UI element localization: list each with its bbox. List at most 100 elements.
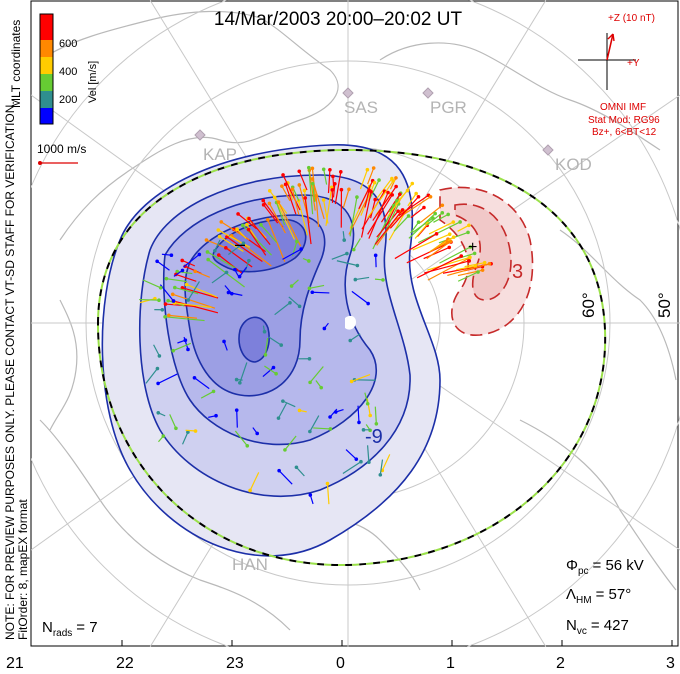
velocity-vector-origin — [322, 326, 327, 331]
velocity-vector — [313, 427, 331, 430]
velocity-vector-origin — [306, 165, 311, 170]
velocity-vector-origin — [173, 285, 177, 290]
mlt-tick-21: 21 — [6, 655, 24, 672]
velocity-vector-origin — [281, 399, 285, 403]
velocity-vector — [376, 210, 399, 238]
velocity-vector — [342, 189, 350, 208]
velocity-vector — [323, 169, 328, 185]
velocity-vector — [236, 228, 247, 239]
velocity-vector — [374, 406, 377, 424]
velocity-vector — [336, 260, 358, 267]
mlt-tick-23: 23 — [226, 655, 244, 672]
velocity-vector-origin — [262, 329, 267, 334]
velocity-vector-origin — [248, 488, 252, 493]
velocity-vector — [218, 254, 243, 274]
velocity-vector — [244, 260, 250, 272]
velocity-vector-origin — [374, 422, 379, 426]
hm-boundary — [96, 148, 607, 567]
velocity-vector — [331, 253, 348, 260]
velocity-vector — [457, 224, 470, 232]
velocity-vector-origin — [160, 307, 165, 312]
velocity-vector-origin — [365, 167, 370, 172]
velocity-vector — [308, 167, 314, 215]
velocity-vector-origin — [308, 493, 313, 497]
velocity-vector-origin — [247, 216, 251, 221]
velocity-vector-origin — [381, 278, 385, 282]
velocity-vector — [407, 193, 417, 207]
velocity-vector — [211, 271, 227, 284]
velocity-vector — [367, 194, 393, 235]
velocity-vector-origin — [414, 191, 418, 196]
velocity-vector-origin — [428, 195, 433, 199]
velocity-vector — [364, 189, 370, 208]
velocity-vector-origin — [289, 284, 294, 288]
velocity-vector — [264, 365, 277, 375]
velocity-vector-origin — [237, 274, 242, 279]
velocity-vector — [408, 213, 436, 239]
velocity-vector — [427, 257, 470, 281]
velocity-vector-origin — [487, 261, 492, 266]
velocity-vector — [274, 302, 291, 316]
velocity-vector — [182, 287, 219, 299]
velocity-vector-origin — [351, 247, 356, 252]
velocity-vector — [274, 197, 296, 240]
velocity-vector-origin — [288, 300, 292, 305]
velocity-vector-origin — [206, 257, 210, 262]
velocity-vector — [315, 195, 320, 228]
velocity-vector-origin — [447, 232, 452, 237]
velocity-vector-origin — [259, 223, 263, 227]
velocity-vector-origin — [410, 181, 415, 186]
velocity-vector — [416, 224, 428, 237]
velocity-vector-origin — [466, 230, 470, 235]
velocity-vector-origin — [193, 269, 197, 274]
velocity-vector-origin — [353, 277, 358, 282]
velocity-vector — [367, 167, 375, 185]
velocity-vector-origin — [219, 220, 224, 224]
velocity-vector — [282, 174, 301, 211]
velocity-vector-origin — [217, 234, 222, 239]
velocity-vector-origin — [386, 190, 390, 195]
mlt-tick-0: 0 — [336, 655, 345, 672]
velocity-vector-origin — [267, 189, 272, 193]
velocity-vector-origin — [211, 389, 216, 394]
station-label-kap: KAP — [203, 145, 237, 164]
velocity-vector-origin — [155, 259, 159, 264]
velocity-vector — [172, 342, 192, 352]
velocity-vector — [219, 236, 244, 253]
velocity-vector-origin — [186, 298, 190, 302]
velocity-vector-origin — [238, 381, 242, 385]
velocity-vector-origin — [338, 170, 343, 174]
velocity-vector — [423, 246, 450, 260]
velocity-vector-origin — [307, 259, 311, 263]
velocity-vector-origin — [277, 468, 281, 473]
velocity-vector-origin — [297, 169, 302, 174]
velocity-vector-origin — [373, 197, 377, 202]
velocity-vector — [428, 241, 448, 253]
velocity-vector-origin — [156, 381, 160, 386]
velocity-vector-origin — [234, 408, 239, 412]
mlt-tick-3: 3 — [666, 655, 675, 672]
imf-bz-label: +Z (10 nT) — [608, 13, 655, 24]
colorbar-bin-4 — [40, 57, 53, 74]
velocity-vector-origin — [451, 220, 456, 224]
velocity-vector — [304, 197, 312, 245]
velocity-vector — [456, 265, 476, 271]
velocity-vector-origin — [186, 430, 190, 434]
stat-n-rads: Nrads = 7 — [42, 619, 98, 639]
imf-model-line2: Bz+, 6<BT<12 — [592, 127, 657, 138]
velocity-vector-origin — [396, 209, 400, 213]
velocity-vector-origin — [328, 167, 332, 172]
velocity-vector-origin — [222, 339, 226, 344]
potential-min-marker: – — [235, 234, 245, 254]
fit-order-note: FitOrder: 8, mapEX format — [16, 499, 30, 640]
velocity-vector-origin — [310, 181, 315, 186]
lat-label-50: 50° — [655, 292, 674, 318]
velocity-vector-origin — [378, 473, 383, 477]
velocity-vector — [234, 430, 248, 447]
contour-label-negative: -9 — [365, 426, 383, 448]
velocity-vector — [360, 182, 376, 216]
velocity-vector — [268, 203, 286, 234]
velocity-vector-origin — [174, 426, 178, 431]
velocity-vector-origin — [299, 247, 303, 251]
velocity-vector-origin — [224, 246, 228, 250]
